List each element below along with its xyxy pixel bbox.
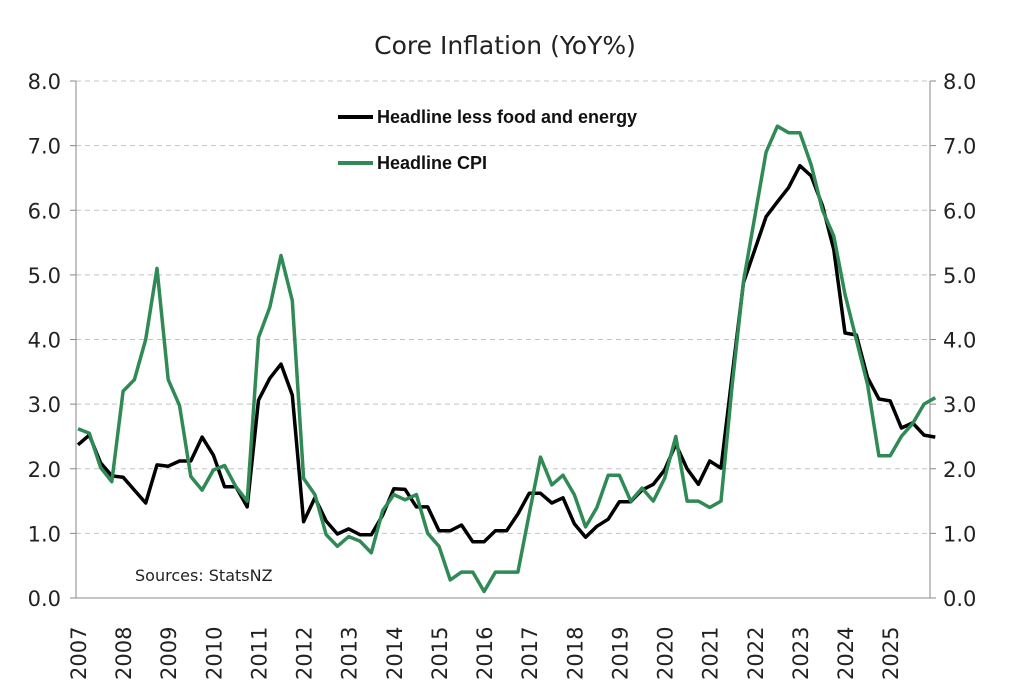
sources-note: Sources: StatsNZ xyxy=(135,566,273,585)
x-tick-label: 2025 xyxy=(879,627,903,680)
y-tick-label: 4.0 xyxy=(28,329,61,353)
y2-tick-label: 5.0 xyxy=(943,264,976,288)
x-tick-label: 2014 xyxy=(383,627,407,680)
x-tick-label: 2009 xyxy=(157,627,181,680)
x-tick-label: 2020 xyxy=(654,627,678,680)
x-tick-label: 2011 xyxy=(247,627,271,680)
y2-tick-label: 7.0 xyxy=(943,135,976,159)
gridlines xyxy=(76,80,930,534)
x-tick-label: 2016 xyxy=(473,627,497,680)
x-tick-label: 2022 xyxy=(744,627,768,680)
y2-tick-label: 6.0 xyxy=(943,199,976,223)
x-tick-label: 2024 xyxy=(834,627,858,680)
y-tick-label: 1.0 xyxy=(28,522,61,546)
y-tick-label: 6.0 xyxy=(28,199,61,223)
chart-title: Core Inflation (YoY%) xyxy=(374,31,636,60)
y-tick-label: 8.0 xyxy=(28,70,61,94)
x-tick-label: 2010 xyxy=(202,627,226,680)
x-tick-label: 2021 xyxy=(699,627,723,680)
y-tick-label: 0.0 xyxy=(28,587,61,611)
y-tick-label: 7.0 xyxy=(28,135,61,159)
legend-label-headline: Headline CPI xyxy=(377,153,487,173)
y-tick-label: 3.0 xyxy=(28,393,61,417)
x-tick-label: 2018 xyxy=(563,627,587,680)
x-tick-label: 2017 xyxy=(518,627,542,680)
y2-tick-label: 0.0 xyxy=(943,587,976,611)
x-tick-label: 2012 xyxy=(293,627,317,680)
series-lines xyxy=(76,124,937,594)
y2-tick-label: 3.0 xyxy=(943,393,976,417)
x-tick-label: 2008 xyxy=(112,627,136,680)
legend: Headline less food and energy Headline C… xyxy=(338,107,637,173)
x-tick-label: 2013 xyxy=(338,627,362,680)
x-tick-label: 2007 xyxy=(67,627,91,680)
y-tick-label: 5.0 xyxy=(28,264,61,288)
y2-tick-label: 4.0 xyxy=(943,329,976,353)
x-tick-label: 2015 xyxy=(428,627,452,680)
series-line-headline xyxy=(77,124,937,594)
y2-tick-label: 8.0 xyxy=(943,70,976,94)
y-tick-label: 2.0 xyxy=(28,458,61,482)
y2-tick-label: 2.0 xyxy=(943,458,976,482)
axes: 0.0 0.0 1.0 1.0 2.0 2.0 3.0 3.0 4.0 4.0 5.0 5.0 6.0 6… xyxy=(28,70,977,680)
x-tick-label: 2023 xyxy=(789,627,813,680)
y2-tick-label: 1.0 xyxy=(943,522,976,546)
x-tick-label: 2019 xyxy=(608,627,632,680)
legend-label-core: Headline less food and energy xyxy=(377,107,637,127)
